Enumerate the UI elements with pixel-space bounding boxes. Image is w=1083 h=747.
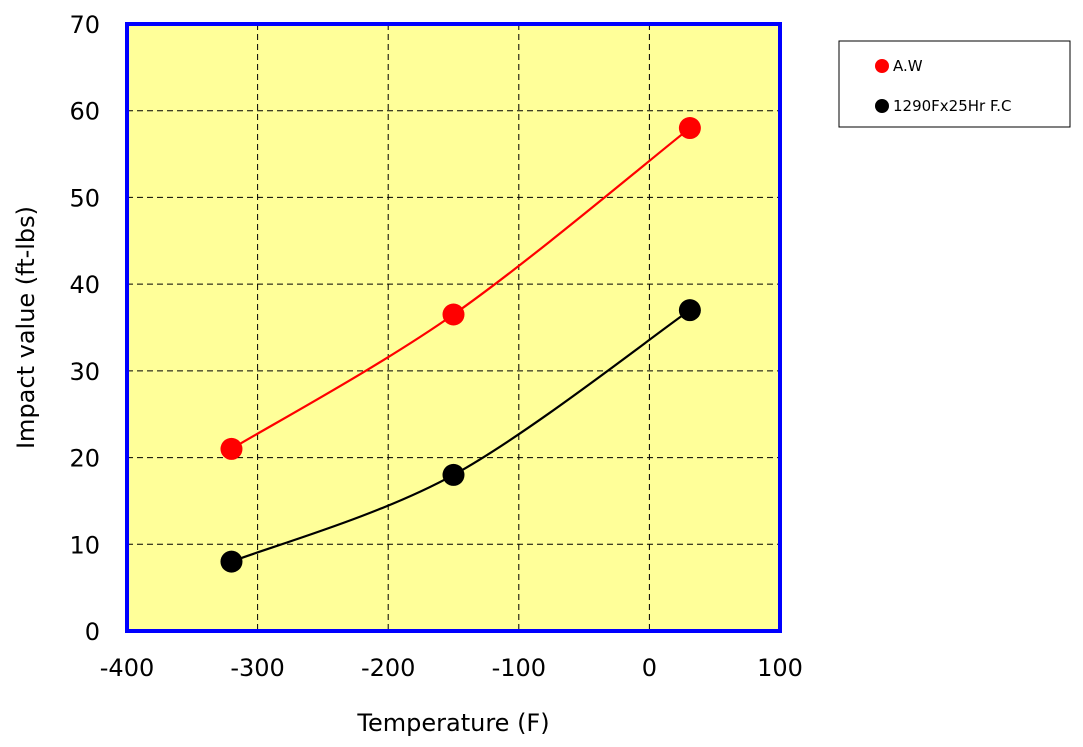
grid-lines xyxy=(127,24,780,631)
data-point xyxy=(220,437,243,460)
data-point xyxy=(678,117,701,140)
y-tick-label: 60 xyxy=(69,98,100,126)
data-point xyxy=(678,299,701,322)
legend-label: A.W xyxy=(893,57,923,75)
x-tick-label: -300 xyxy=(230,654,284,682)
y-tick-label: 20 xyxy=(69,445,100,473)
legend-marker xyxy=(875,99,889,113)
y-tick-labels: 0 10 20 30 40 50 60 70 xyxy=(69,11,100,646)
legend-label: 1290Fx25Hr F.C xyxy=(893,97,1011,115)
y-tick-label: 10 xyxy=(69,531,100,559)
legend: A.W 1290Fx25Hr F.C xyxy=(838,40,1071,128)
x-tick-label: -400 xyxy=(100,654,154,682)
x-tick-label: -200 xyxy=(361,654,415,682)
series-layer xyxy=(220,117,701,573)
data-point xyxy=(442,463,465,486)
data-point xyxy=(220,550,243,573)
plot-frame xyxy=(125,22,782,633)
y-tick-label: 50 xyxy=(69,184,100,212)
x-tick-labels: -400 -300 -200 -100 0 100 xyxy=(100,654,803,682)
legend-box xyxy=(838,40,1071,128)
y-tick-label: 0 xyxy=(85,618,100,646)
plot-background xyxy=(127,24,780,631)
x-tick-label: 100 xyxy=(757,654,803,682)
y-tick-label: 70 xyxy=(69,11,100,39)
x-axis-title: Temperature (F) xyxy=(356,709,549,737)
legend-marker xyxy=(875,59,889,73)
y-tick-label: 30 xyxy=(69,358,100,386)
x-tick-label: -100 xyxy=(492,654,546,682)
data-point xyxy=(442,303,465,326)
y-tick-label: 40 xyxy=(69,271,100,299)
y-axis-title: Impact value (ft-lbs) xyxy=(12,206,40,449)
x-tick-label: 0 xyxy=(642,654,657,682)
